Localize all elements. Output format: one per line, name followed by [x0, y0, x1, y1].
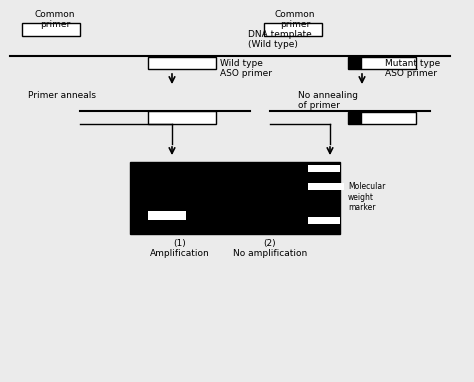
Text: Wild type
ASO primer: Wild type ASO primer [220, 59, 272, 78]
Bar [148, 111, 216, 124]
Text: Molecular
weight
marker: Molecular weight marker [348, 182, 385, 212]
Bar [308, 165, 340, 172]
Bar [361, 112, 416, 124]
Bar [361, 57, 416, 69]
Bar [308, 183, 344, 190]
Text: Mutant type
ASO primer: Mutant type ASO primer [385, 59, 440, 78]
Bar [148, 57, 216, 69]
Bar [308, 217, 340, 224]
Bar [130, 162, 340, 234]
Text: DNA template
(Wild type): DNA template (Wild type) [248, 29, 312, 49]
Bar [148, 211, 186, 220]
Text: (1)
Amplification: (1) Amplification [150, 239, 210, 258]
Text: Primer anneals: Primer anneals [28, 91, 96, 100]
Text: Common
primer: Common primer [275, 10, 315, 29]
Bar [22, 23, 80, 36]
Bar [348, 57, 361, 69]
Text: No annealing
of primer: No annealing of primer [298, 91, 358, 110]
Bar [264, 23, 322, 36]
Text: (2)
No amplification: (2) No amplification [233, 239, 307, 258]
Text: Common
primer: Common primer [35, 10, 75, 29]
Bar [348, 112, 361, 124]
